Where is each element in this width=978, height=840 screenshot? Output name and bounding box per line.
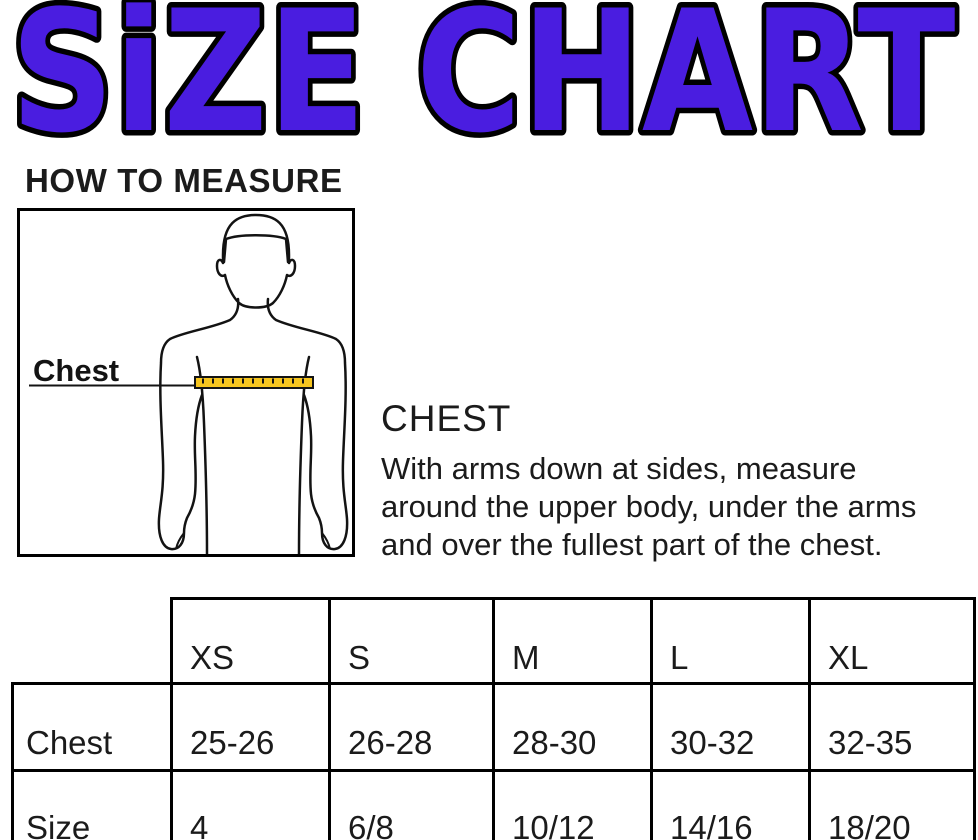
row-label-size: Size xyxy=(11,769,173,840)
size-numbers-row: Size 4 6/8 10/12 14/16 18/20 xyxy=(11,769,976,840)
torso-measure-illustration: Chest xyxy=(29,213,349,554)
chest-measurements-row: Chest 25-26 26-28 28-30 30-32 32-35 xyxy=(11,682,976,772)
size-column-header: XL xyxy=(808,597,976,685)
chest-value-xs: 25-26 xyxy=(170,682,331,772)
page-title-art: SiZE CHART xyxy=(5,0,961,154)
measurement-figure-box: Chest xyxy=(17,208,355,557)
chest-section-heading: CHEST xyxy=(381,398,512,439)
size-value-s: 6/8 xyxy=(328,769,495,840)
how-to-measure-heading: HOW TO MEASURE xyxy=(25,162,343,199)
chest-value-m: 28-30 xyxy=(492,682,653,772)
figure-hairline xyxy=(222,234,290,264)
figure-left-thumb xyxy=(175,532,185,550)
size-column-header: L xyxy=(650,597,811,685)
page-title: SiZE CHART xyxy=(11,0,956,154)
size-table-corner-cell xyxy=(12,598,172,684)
chest-value-xl: 32-35 xyxy=(808,682,976,772)
measuring-tape-ticks xyxy=(202,378,304,384)
figure-right-arm xyxy=(266,297,349,551)
size-value-m: 10/12 xyxy=(492,769,653,840)
size-table: XS S M L XL Chest 25-26 26-28 28-30 30-3… xyxy=(11,597,976,840)
size-table-header-row: XS S M L XL xyxy=(12,597,976,685)
size-column-header: S xyxy=(328,597,495,685)
size-column-header: XS xyxy=(170,597,331,685)
row-label-chest: Chest xyxy=(11,682,173,772)
size-column-header: M xyxy=(492,597,653,685)
chest-section-body: With arms down at sides, measure around … xyxy=(381,451,917,562)
chest-figure-label: Chest xyxy=(33,353,119,388)
figure-right-thumb xyxy=(321,532,331,550)
figure-left-arm xyxy=(157,297,240,551)
size-value-l: 14/16 xyxy=(650,769,811,840)
chest-value-s: 26-28 xyxy=(328,682,495,772)
size-value-xs: 4 xyxy=(170,769,331,840)
size-value-xl: 18/20 xyxy=(808,769,976,840)
figure-head-outline xyxy=(215,213,297,309)
chest-value-l: 30-32 xyxy=(650,682,811,772)
